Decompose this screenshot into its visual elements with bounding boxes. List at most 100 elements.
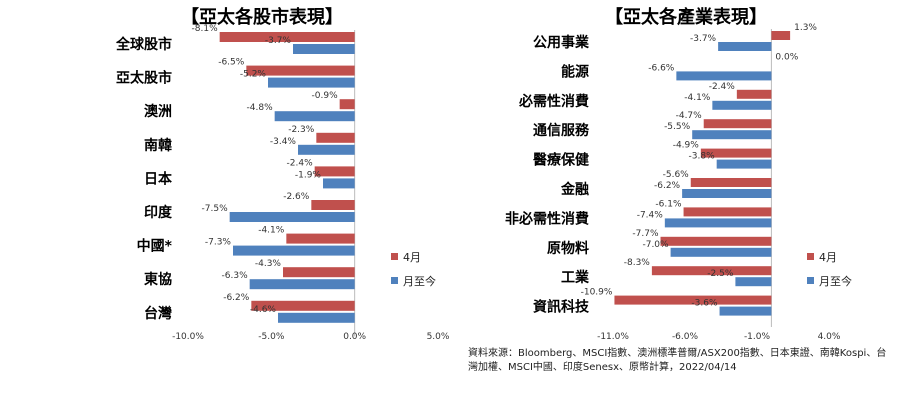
sector-bar-ytd: [718, 42, 772, 51]
market-data-label: -2.6%: [283, 192, 310, 202]
market-data-label: -0.9%: [312, 91, 339, 101]
market-legend-label: 月至今: [403, 274, 436, 288]
sector-bar-ytd: [682, 189, 772, 198]
market-bar-april: [316, 132, 355, 143]
market-bar-april: [246, 65, 355, 76]
market-category-label: 全球股市: [115, 36, 172, 53]
sector-data-label: -4.7%: [676, 111, 703, 121]
market-data-label: -3.4%: [270, 137, 297, 147]
market-category-label: 中國*: [137, 238, 173, 255]
sector-bar-april: [700, 148, 772, 158]
market-bar-april: [219, 32, 355, 42]
market-x-tick-label: 0.0%: [343, 332, 366, 342]
market-category-label: 台灣: [144, 305, 172, 322]
sector-chart-title: 【亞太各產業表現】: [605, 6, 767, 28]
sector-data-label: 1.3%: [794, 23, 817, 33]
market-category-label: 亞太股市: [116, 70, 172, 87]
market-data-label: -2.3%: [288, 125, 315, 135]
market-bar-ytd: [249, 279, 355, 290]
sector-bar-april: [736, 89, 772, 99]
sector-bar-ytd: [670, 247, 772, 257]
market-data-label: -7.5%: [202, 204, 229, 214]
sector-bar-ytd: [716, 159, 772, 169]
market-bar-april: [251, 300, 355, 311]
sector-x-tick-label: -11.0%: [597, 332, 629, 342]
sector-data-label: -2.4%: [709, 82, 736, 92]
market-data-label: -7.3%: [205, 238, 232, 248]
market-legend-swatch-april: [391, 253, 398, 260]
market-data-label: -6.5%: [218, 58, 245, 68]
sector-bar-ytd: [712, 100, 772, 110]
market-category-label: 南韓: [144, 137, 172, 154]
sector-category-label: 金融: [560, 181, 589, 198]
sector-category-label: 原物料: [547, 240, 589, 257]
sector-category-label: 非必需性消費: [505, 210, 589, 227]
sector-category-label: 資訊科技: [533, 299, 590, 316]
sector-data-label: -3.6%: [691, 299, 718, 309]
sector-bar-ytd: [664, 218, 772, 228]
sector-category-label: 醫療保健: [533, 152, 589, 169]
sector-legend-swatch-april: [807, 253, 814, 260]
sector-data-label: -6.2%: [654, 181, 681, 191]
market-data-label: -6.2%: [223, 293, 250, 303]
market-bar-april: [314, 166, 355, 177]
sector-data-label: -8.3%: [624, 258, 651, 268]
market-data-label: -4.3%: [255, 259, 282, 269]
market-bar-april: [339, 99, 355, 110]
sector-category-label: 公用事業: [533, 34, 590, 51]
market-data-label: -4.1%: [258, 226, 285, 236]
sector-data-label: -3.8%: [689, 152, 716, 162]
market-data-label: -6.3%: [222, 271, 249, 281]
market-bar-ytd: [298, 144, 355, 155]
sector-data-label: -4.1%: [684, 93, 711, 103]
market-x-tick-label: -10.0%: [172, 332, 204, 342]
market-bar-april: [311, 200, 355, 210]
sector-data-label: -7.7%: [632, 229, 659, 239]
sector-x-tick-label: -1.0%: [744, 332, 771, 342]
sector-bar-ytd: [719, 306, 772, 316]
sector-bar-april: [771, 31, 791, 40]
market-data-label: -2.4%: [287, 158, 314, 168]
sector-category-label: 能源: [561, 63, 589, 80]
sector-data-label: -5.5%: [664, 122, 691, 132]
sector-data-label: -4.9%: [673, 141, 700, 151]
market-bar-ytd: [323, 178, 355, 189]
market-legend-label: 4月: [403, 251, 421, 264]
sector-category-label: 通信服務: [533, 122, 590, 139]
market-data-label: -4.8%: [247, 103, 274, 113]
sector-bar-april: [683, 207, 772, 217]
sector-data-label: -2.5%: [707, 269, 734, 279]
market-data-label: -1.9%: [295, 170, 322, 180]
market-data-label: -5.2%: [240, 70, 267, 80]
sector-bar-april: [703, 119, 772, 129]
market-category-label: 印度: [144, 204, 173, 221]
market-data-label: -3.7%: [265, 36, 292, 46]
sector-bar-ytd: [735, 277, 772, 287]
sector-data-label: 0.0%: [775, 52, 798, 62]
market-category-label: 日本: [144, 170, 173, 187]
sector-x-tick-label: 4.0%: [818, 332, 841, 342]
market-data-label: -4.6%: [250, 305, 277, 315]
sector-category-label: 必需性消費: [518, 93, 589, 110]
sector-bar-april: [660, 236, 772, 246]
sector-data-label: -6.1%: [655, 199, 682, 209]
sector-bar-april: [690, 178, 772, 187]
sector-bar-april: [651, 266, 772, 276]
sector-category-label: 工業: [561, 269, 590, 286]
market-x-tick-label: -5.0%: [258, 332, 285, 342]
sector-legend-swatch-ytd: [807, 277, 814, 284]
source-note: 資料來源：Bloomberg、MSCI指數、澳洲標準普爾/ASX200指數、日本…: [468, 348, 887, 373]
sector-x-tick-label: -6.0%: [672, 332, 699, 342]
sector-data-label: -3.7%: [690, 34, 717, 44]
sector-legend-label: 月至今: [819, 274, 852, 288]
market-bar-ytd: [229, 212, 355, 222]
sector-data-label: -10.9%: [581, 288, 613, 298]
market-bar-ytd: [278, 312, 355, 323]
sector-legend-label: 4月: [819, 251, 837, 264]
market-chart-title: 【亞太各股市表現】: [181, 6, 343, 28]
market-bar-april: [286, 233, 355, 244]
market-legend-swatch-ytd: [391, 277, 398, 284]
sector-bar-ytd: [692, 130, 772, 140]
